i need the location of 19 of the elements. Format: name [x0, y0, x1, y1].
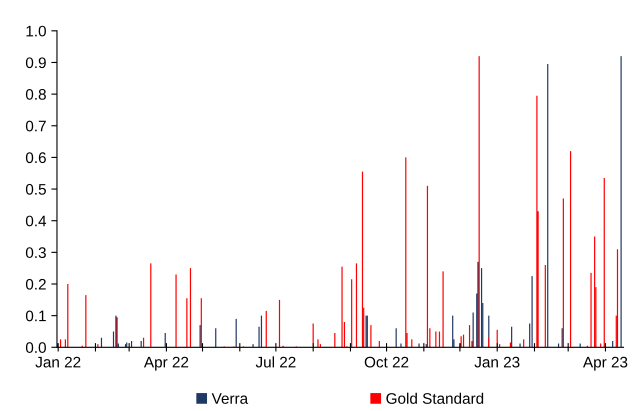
x-tick-label: Oct 22	[364, 356, 408, 368]
y-tick-label: 1.0	[26, 26, 46, 37]
legend-label: Gold Standard	[386, 392, 484, 404]
y-tick-label: 0.6	[26, 152, 46, 164]
x-tick-label: Jul 22	[256, 356, 296, 368]
legend-label: Verra	[212, 393, 248, 404]
y-tick-label: 0.7	[26, 120, 46, 132]
y-tick-label: 0.9	[26, 57, 46, 68]
y-tick-label: 0.0	[26, 342, 46, 353]
x-tick-label: Apr 22	[144, 356, 188, 371]
x-tick-label: Jan 22	[35, 356, 80, 368]
x-tick-label: Jan 23	[474, 356, 520, 368]
y-tick-label: 0.2	[26, 278, 46, 290]
y-tick-label: 0.1	[26, 310, 46, 322]
y-tick-label: 0.5	[26, 184, 46, 195]
y-tick-label: 0.3	[26, 247, 46, 258]
x-tick-label: Apr 23	[582, 356, 628, 371]
y-tick-label: 0.4	[26, 216, 46, 226]
y-tick-label: 0.8	[26, 88, 46, 100]
